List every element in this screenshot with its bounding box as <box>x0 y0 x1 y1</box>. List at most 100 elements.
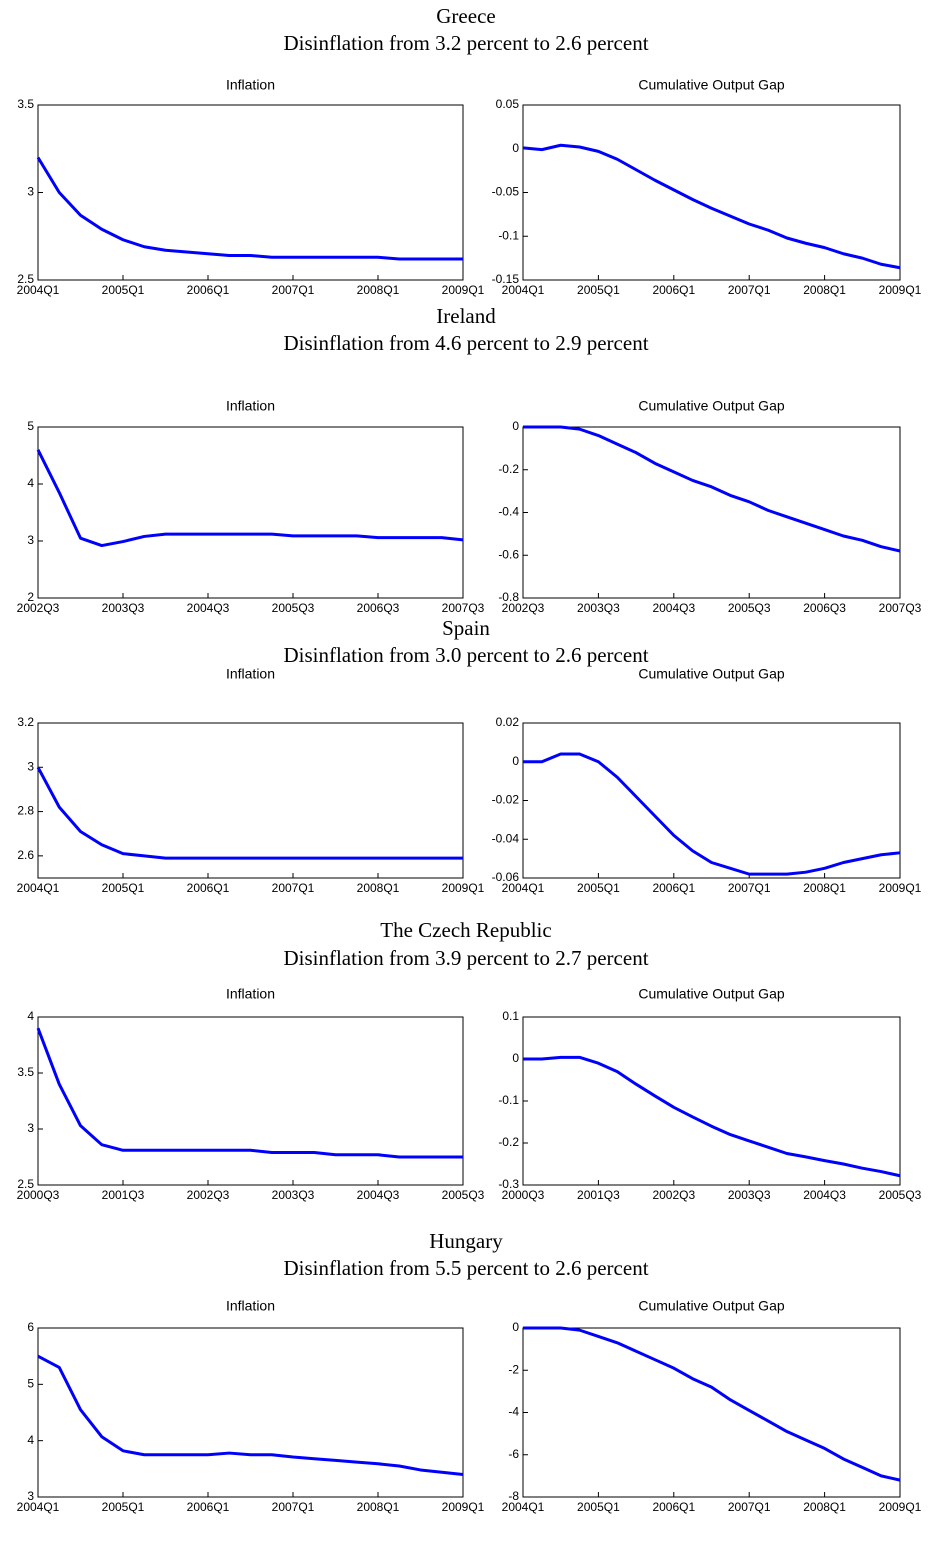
plot-frame <box>522 1016 901 1186</box>
x-tick-label: 2008Q1 <box>357 283 400 297</box>
y-tick-label: 2.5 <box>17 272 34 286</box>
data-line <box>523 752 901 876</box>
panel-title: Inflation <box>226 77 275 93</box>
x-tick-label: 2001Q3 <box>102 1188 145 1202</box>
plot-frame <box>37 104 464 281</box>
x-tick-label: 2002Q3 <box>502 601 545 615</box>
y-tick-label: 0 <box>512 1051 519 1065</box>
x-tick-label: 2005Q1 <box>577 1500 620 1514</box>
y-tick-label: 4 <box>27 476 34 490</box>
x-tick-label: 2009Q1 <box>879 283 922 297</box>
y-tick-label: -6 <box>508 1447 519 1461</box>
plot-frame <box>522 104 901 281</box>
x-tick-label: 2009Q1 <box>442 1500 485 1514</box>
x-tick-label: 2008Q1 <box>803 881 846 895</box>
y-tick-label: 4 <box>27 1009 34 1023</box>
y-tick-label: 0.05 <box>496 97 520 111</box>
y-tick-label: -0.04 <box>492 831 520 845</box>
x-tick-label: 2004Q1 <box>17 1500 60 1514</box>
x-tick-label: 2009Q1 <box>879 1500 922 1514</box>
data-line <box>36 766 463 860</box>
x-tick-label: 2004Q3 <box>357 1188 400 1202</box>
panel-title: Cumulative Output Gap <box>638 77 785 93</box>
x-tick-label: 2006Q1 <box>652 881 695 895</box>
y-tick-label: 3 <box>27 759 34 773</box>
section-subtitle: Disinflation from 3.2 percent to 2.6 per… <box>283 31 648 55</box>
y-tick-label: 3 <box>27 1121 34 1135</box>
y-tick-label: -0.05 <box>492 185 520 199</box>
x-tick-label: 2006Q3 <box>803 601 846 615</box>
x-tick-label: 2004Q3 <box>803 1188 846 1202</box>
x-tick-label: 2004Q3 <box>652 601 695 615</box>
section-title: Greece <box>436 4 495 28</box>
x-tick-label: 2005Q1 <box>577 881 620 895</box>
x-tick-label: 2005Q1 <box>102 283 145 297</box>
section-subtitle: Disinflation from 5.5 percent to 2.6 per… <box>283 1256 648 1280</box>
section-title: The Czech Republic <box>380 918 551 942</box>
data-line <box>523 425 901 553</box>
y-tick-label: 3 <box>27 185 34 199</box>
x-tick-label: 2004Q3 <box>187 601 230 615</box>
x-tick-label: 2007Q1 <box>728 881 771 895</box>
x-tick-label: 2003Q3 <box>728 1188 771 1202</box>
y-tick-label: 0.1 <box>502 1009 519 1023</box>
y-tick-label: -0.4 <box>498 505 519 519</box>
data-line <box>36 156 463 261</box>
x-tick-label: 2003Q3 <box>272 1188 315 1202</box>
section-subtitle: Disinflation from 4.6 percent to 2.9 per… <box>283 331 648 355</box>
x-tick-label: 2004Q1 <box>17 881 60 895</box>
y-tick-label: -0.2 <box>498 462 519 476</box>
x-tick-label: 2006Q1 <box>187 283 230 297</box>
x-tick-label: 2005Q1 <box>102 881 145 895</box>
panel-title: Cumulative Output Gap <box>638 1298 785 1314</box>
panel-title: Cumulative Output Gap <box>638 666 785 682</box>
x-tick-label: 2006Q1 <box>187 1500 230 1514</box>
x-tick-label: 2005Q3 <box>879 1188 922 1202</box>
x-tick-label: 2008Q1 <box>803 1500 846 1514</box>
x-tick-label: 2002Q3 <box>187 1188 230 1202</box>
x-tick-label: 2007Q1 <box>272 1500 315 1514</box>
x-tick-label: 2007Q1 <box>728 1500 771 1514</box>
x-tick-label: 2005Q1 <box>102 1500 145 1514</box>
plot-frame <box>522 722 901 879</box>
x-tick-label: 2009Q1 <box>442 283 485 297</box>
y-tick-label: -0.3 <box>498 1177 519 1191</box>
section-title: Spain <box>442 616 490 640</box>
panel-title: Cumulative Output Gap <box>638 986 785 1002</box>
y-tick-label: -2 <box>508 1362 519 1376</box>
section-subtitle: Disinflation from 3.0 percent to 2.6 per… <box>283 643 648 667</box>
plot-frame <box>522 1327 901 1498</box>
y-tick-label: 3.5 <box>17 1065 34 1079</box>
plot-frame <box>37 1327 464 1498</box>
y-tick-label: -0.06 <box>492 870 520 884</box>
y-tick-label: -0.1 <box>498 1093 519 1107</box>
plot-frame <box>37 722 464 879</box>
x-tick-label: 2004Q1 <box>502 1500 545 1514</box>
x-tick-label: 2007Q3 <box>879 601 922 615</box>
x-tick-label: 2005Q1 <box>577 283 620 297</box>
section-title: Ireland <box>436 304 496 328</box>
x-tick-label: 2006Q1 <box>652 1500 695 1514</box>
x-tick-label: 2004Q1 <box>502 283 545 297</box>
x-tick-label: 2007Q1 <box>272 881 315 895</box>
y-tick-label: 2.6 <box>17 848 34 862</box>
panel-title: Inflation <box>226 1298 275 1314</box>
x-tick-label: 2001Q3 <box>577 1188 620 1202</box>
y-tick-label: -0.8 <box>498 590 519 604</box>
x-tick-label: 2000Q3 <box>17 1188 60 1202</box>
section-title: Hungary <box>429 1229 503 1253</box>
y-tick-label: 0 <box>512 419 519 433</box>
panel-title: Inflation <box>226 398 275 414</box>
y-tick-label: -0.02 <box>492 793 520 807</box>
x-tick-label: 2006Q1 <box>187 881 230 895</box>
y-tick-label: 4 <box>27 1433 34 1447</box>
x-tick-label: 2007Q1 <box>728 283 771 297</box>
y-tick-label: -0.1 <box>498 228 519 242</box>
x-tick-label: 2002Q3 <box>17 601 60 615</box>
y-tick-label: -0.2 <box>498 1135 519 1149</box>
plot-frame <box>522 426 901 599</box>
x-tick-label: 2002Q3 <box>652 1188 695 1202</box>
x-tick-label: 2008Q1 <box>357 1500 400 1514</box>
data-line <box>37 1354 464 1476</box>
